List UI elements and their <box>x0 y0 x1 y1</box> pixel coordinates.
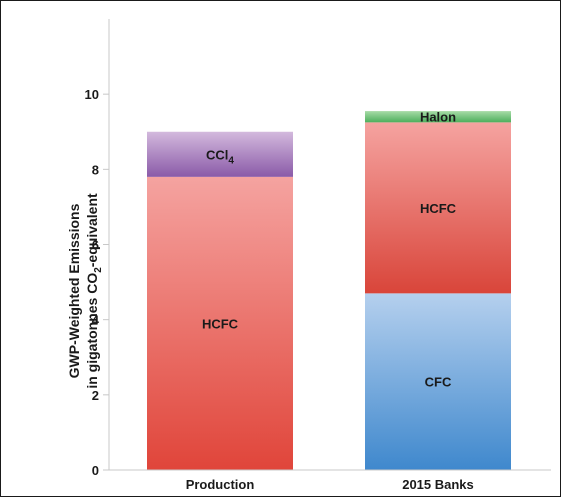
y-tick-label-8: 8 <box>92 162 99 177</box>
y-tick-label-10: 10 <box>85 87 99 102</box>
bar-2015-banks-cfc <box>365 293 511 470</box>
bar-production-ccl4 <box>147 131 293 177</box>
segment-label-2015-banks-hcfc: HCFC <box>420 201 457 216</box>
y-tick-label-2: 2 <box>92 388 99 403</box>
y-axis-title-line2: in gigatonnes CO2-equivalent <box>84 193 104 389</box>
bar-2015-banks-halon <box>365 111 511 123</box>
y-axis-title-line1: GWP-Weighted Emissions <box>66 203 82 378</box>
segment-label-production-ccl4: CCl4 <box>206 147 234 166</box>
x-tick-label-2015-banks: 2015 Banks <box>402 477 474 492</box>
segment-label-2015-banks-cfc: CFC <box>425 375 452 390</box>
y-tick-label-6: 6 <box>92 238 99 253</box>
bar-production-hcfc <box>147 176 293 470</box>
y-tick-label-0: 0 <box>92 463 99 478</box>
y-tick-label-4: 4 <box>92 313 100 328</box>
segment-label-2015-banks-halon: Halon <box>420 110 456 125</box>
segment-label-production-hcfc: HCFC <box>202 316 239 331</box>
bar-2015-banks-hcfc <box>365 122 511 294</box>
x-tick-label-production: Production <box>186 477 255 492</box>
